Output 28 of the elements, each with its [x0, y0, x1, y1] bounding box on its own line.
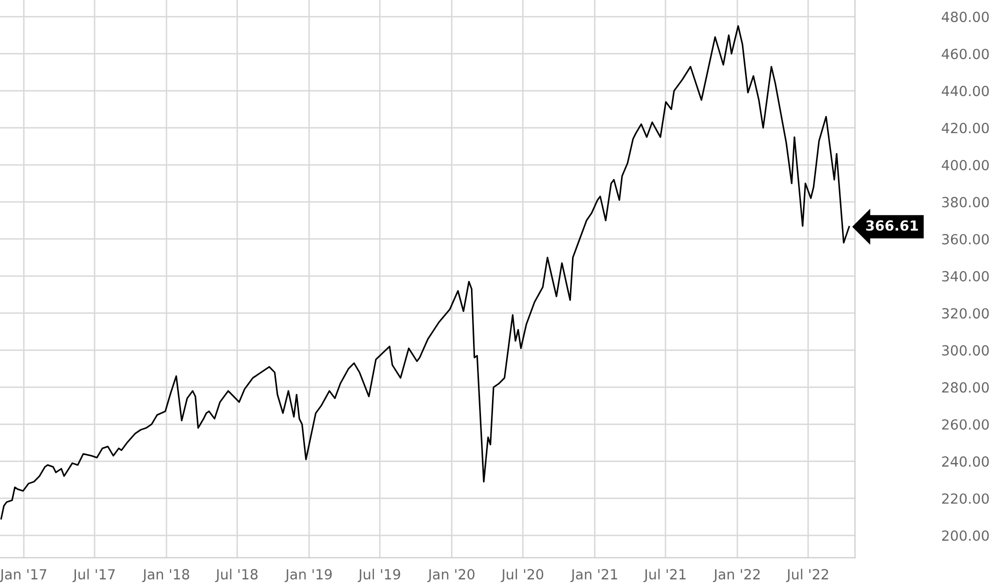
y-tick-label: 260.00 — [942, 419, 989, 430]
x-tick-label: Jan '20 — [427, 569, 474, 582]
annotation: 366.61 — [866, 220, 918, 231]
x-tick-label: Jul '20 — [500, 568, 544, 582]
x-tick-label: Jan '18 — [142, 569, 190, 582]
x-tick-label: Jul '19 — [358, 568, 400, 582]
y-tick-label: 340.00 — [942, 271, 989, 282]
y-tick-label: 200.00 — [942, 530, 989, 541]
y-tick-label: 400.00 — [942, 160, 989, 170]
y-tick-label: 240.00 — [942, 456, 989, 467]
x-tick-label: Jan '22 — [713, 569, 760, 582]
y-tick-label: 480.00 — [942, 12, 989, 22]
y-tick-label: 300.00 — [942, 345, 989, 356]
x-tick-label: Jul '18 — [215, 568, 258, 582]
x-tick-label: Jan '19 — [284, 569, 332, 582]
x-tick-label: Jul '22 — [786, 568, 828, 582]
y-tick-label: 420.00 — [942, 122, 989, 134]
y-tick-label: 280.00 — [942, 382, 989, 393]
line-series — [0, 25, 850, 520]
y-tick-label: 380.00 — [942, 196, 989, 208]
y-tick-label: 320.00 — [942, 308, 989, 319]
y-tick-label: 440.00 — [942, 86, 989, 96]
y-tick-label: 360.00 — [942, 234, 989, 244]
x-tick-label: Jan '21 — [570, 569, 618, 582]
y-tick-label: 220.00 — [942, 493, 989, 504]
y-tick-label: 460.00 — [942, 48, 989, 60]
x-tick-label: Jul '21 — [643, 568, 686, 582]
x-tick-label: Jul '17 — [72, 568, 115, 582]
